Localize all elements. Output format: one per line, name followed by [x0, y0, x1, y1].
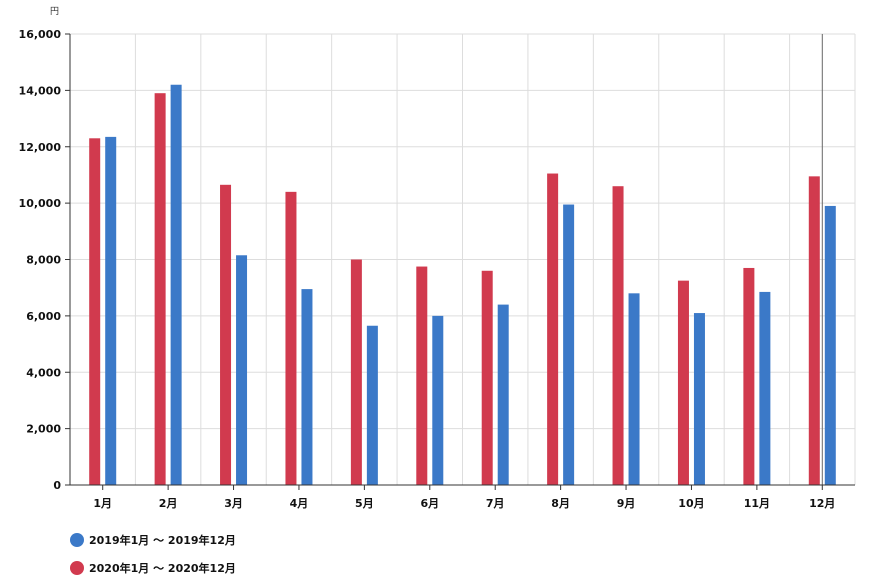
legend-swatch-2020 — [70, 561, 84, 575]
y-axis-ticks: 0 2,000 4,000 6,000 8,000 10,000 12,000 14,000 1… — [19, 28, 62, 492]
y-tick-label: 2,000 — [26, 423, 61, 436]
bar-2019-12[interactable] — [824, 205, 836, 485]
bar-2019-3[interactable] — [236, 255, 248, 485]
legend-label-2019: 2019年1月 ～ 2019年12月 — [89, 534, 236, 547]
y-tick-label: 14,000 — [19, 84, 62, 97]
bar-2020-2[interactable] — [154, 93, 166, 485]
bar-2020-12[interactable] — [808, 176, 820, 486]
bar-2020-3[interactable] — [220, 184, 232, 485]
x-tick-label: 8月 — [551, 497, 570, 510]
x-tick-label: 5月 — [355, 497, 374, 510]
legend-item-2020[interactable]: 2020年1月 ～ 2020年12月 — [70, 554, 236, 582]
gridlines — [69, 33, 856, 485]
x-tick-label: 2月 — [159, 497, 178, 510]
x-tick-label: 9月 — [617, 497, 636, 510]
bar-series — [89, 84, 836, 486]
x-tick-label: 10月 — [678, 497, 704, 510]
y-tick-label: 10,000 — [19, 197, 62, 210]
bar-2019-8[interactable] — [563, 204, 575, 486]
x-tick-label: 7月 — [486, 497, 505, 510]
bar-2019-2[interactable] — [170, 84, 182, 486]
legend-label-2020: 2020年1月 ～ 2020年12月 — [89, 562, 236, 575]
bar-2019-6[interactable] — [432, 315, 444, 485]
x-tick-label: 3月 — [224, 497, 243, 510]
x-tick-label: 6月 — [420, 497, 439, 510]
bar-2019-1[interactable] — [105, 136, 117, 485]
bar-2019-9[interactable] — [628, 293, 640, 485]
bar-2019-11[interactable] — [759, 291, 771, 485]
bar-2020-6[interactable] — [416, 266, 428, 485]
legend-swatch-2019 — [70, 533, 84, 547]
bar-2020-11[interactable] — [743, 267, 755, 485]
bar-2020-1[interactable] — [89, 138, 101, 485]
bar-2019-5[interactable] — [366, 325, 378, 485]
x-tick-label: 1月 — [93, 497, 112, 510]
x-tick-label: 12月 — [809, 497, 835, 510]
legend-item-2019[interactable]: 2019年1月 ～ 2019年12月 — [70, 526, 236, 554]
bar-2020-5[interactable] — [350, 259, 362, 486]
bar-2020-9[interactable] — [612, 186, 624, 485]
y-tick-label: 4,000 — [26, 366, 61, 379]
y-tick-label: 16,000 — [19, 28, 62, 41]
bar-2019-7[interactable] — [497, 304, 509, 485]
y-tick-label: 6,000 — [26, 310, 61, 323]
bar-2020-10[interactable] — [677, 280, 689, 485]
y-axis-unit-label: 円 — [50, 6, 59, 17]
y-tick-label: 0 — [53, 479, 61, 492]
bar-chart: 円 0 2,000 4,000 6,000 8,000 10,000 12,000 14,00… — [19, 6, 856, 510]
x-tick-label: 11月 — [744, 497, 770, 510]
bar-2019-10[interactable] — [693, 313, 705, 485]
y-tick-label: 8,000 — [26, 254, 61, 267]
bar-2020-8[interactable] — [547, 173, 559, 485]
bar-2020-4[interactable] — [285, 191, 297, 485]
x-tick-label: 4月 — [290, 497, 309, 510]
bar-2019-4[interactable] — [301, 289, 313, 485]
legend: 2019年1月 ～ 2019年12月 2020年1月 ～ 2020年12月 — [70, 526, 236, 582]
axes — [65, 33, 855, 490]
y-tick-label: 12,000 — [19, 141, 62, 154]
bar-2020-7[interactable] — [481, 270, 493, 485]
x-axis-ticks: 1月 2月 3月 4月 5月 6月 7月 8月 9月 10月 11月 12月 — [93, 497, 835, 510]
